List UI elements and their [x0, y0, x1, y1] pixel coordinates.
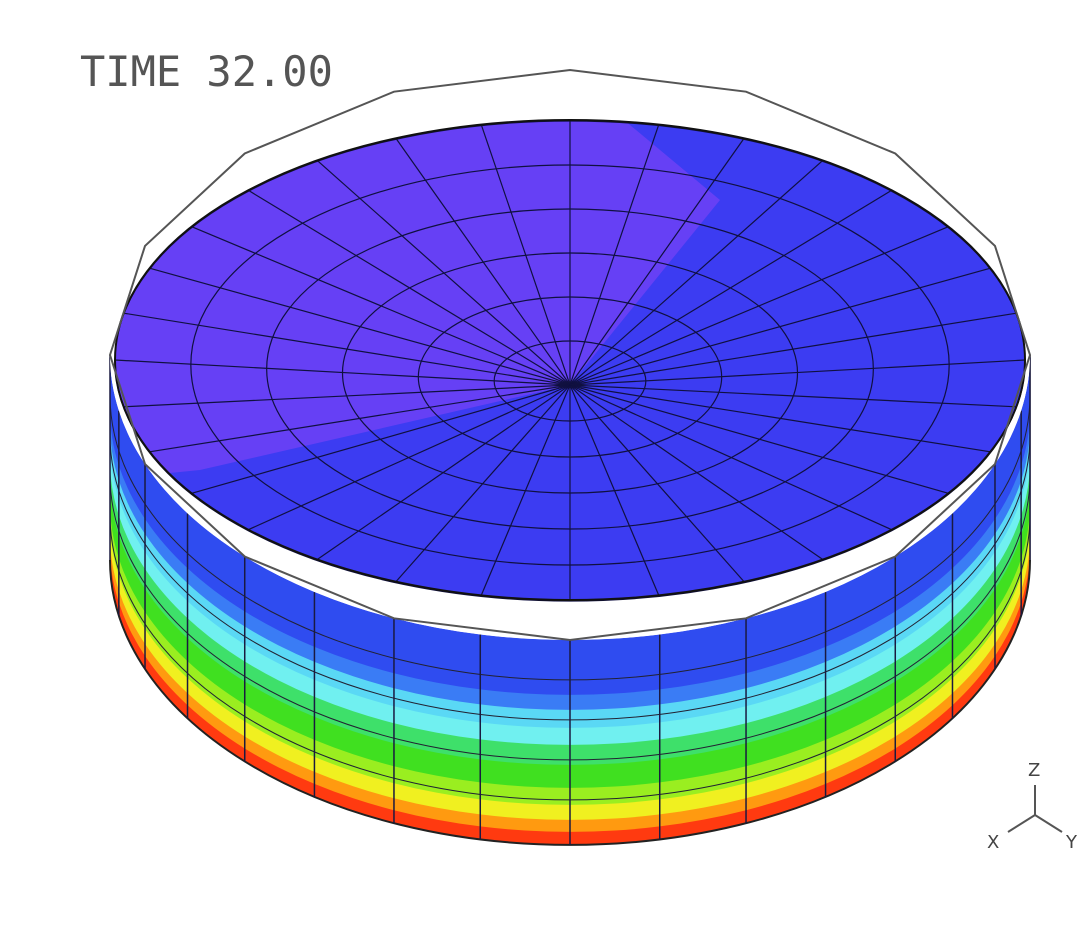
axis-triad [1007, 785, 1063, 833]
mesh-spoke [191, 226, 571, 386]
rim-wireframe [108, 68, 1032, 642]
front-wireframe [109, 355, 1031, 845]
x-label: X [987, 832, 999, 853]
mesh-spoke [569, 384, 892, 531]
mesh-spoke [569, 226, 949, 386]
mesh-spoke [395, 384, 571, 583]
mesh-spoke [569, 267, 991, 386]
mesh-spoke [114, 359, 571, 386]
z-label: Z [1028, 760, 1040, 781]
time-label: TIME 32.00 [80, 47, 333, 96]
mesh-spoke [149, 267, 571, 386]
mesh-spoke [569, 312, 1017, 386]
mesh-spoke [123, 312, 571, 386]
x-axis [1007, 814, 1036, 833]
mesh-spoke [395, 137, 571, 386]
mesh-spoke [316, 159, 571, 386]
mesh-spoke [480, 124, 571, 386]
mesh-spoke [569, 359, 1026, 386]
mesh-spoke [248, 384, 571, 531]
mesh-spoke [123, 384, 571, 408]
y-axis [1034, 814, 1063, 833]
side-bands [109, 355, 1031, 846]
mesh-spoke [569, 159, 824, 386]
mesh-spoke [569, 384, 745, 583]
mesh-spoke [569, 384, 824, 561]
mesh-spoke [316, 384, 571, 561]
mesh-spoke [480, 384, 571, 596]
mesh-spoke [569, 384, 949, 494]
color-band [110, 503, 1030, 845]
y-label: Y [1065, 832, 1078, 853]
mesh-spoke [569, 189, 893, 386]
surface-edge [114, 119, 1026, 601]
fluid-surface [110, 70, 1030, 640]
rim-edge [108, 68, 1032, 642]
mesh-spoke [569, 124, 660, 386]
mesh-spoke [149, 384, 571, 453]
mesh-spoke [569, 137, 745, 386]
mesh-spoke [191, 384, 571, 494]
mesh-spoke [247, 189, 571, 386]
mesh-spoke [569, 384, 1017, 408]
mesh-spoke [569, 384, 991, 453]
mesh-spoke [569, 384, 660, 596]
